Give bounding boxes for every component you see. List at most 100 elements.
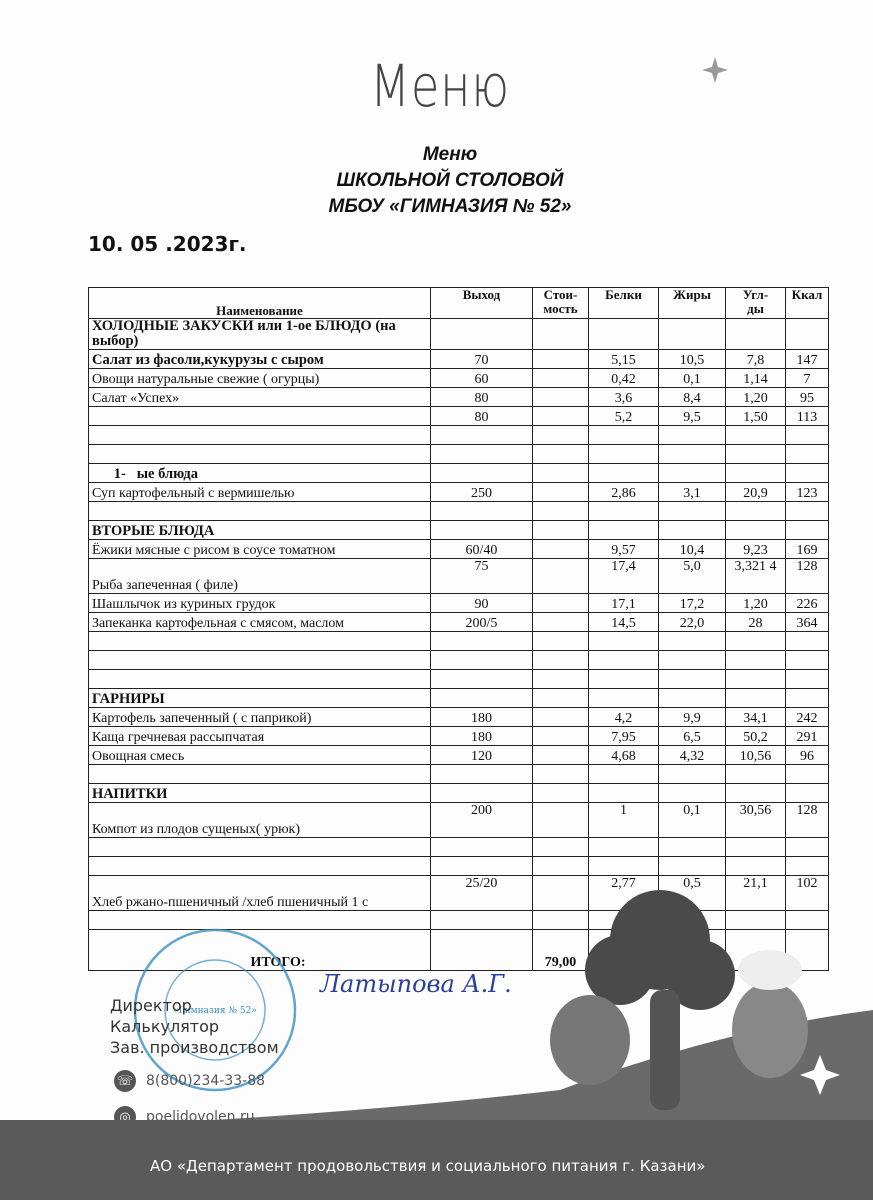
table-row: 80 5,2 9,5 1,50 113 <box>88 406 829 426</box>
table-row: Суп картофельный с вермишелью 250 2,86 3,1 2… <box>88 482 829 502</box>
cell-cost <box>532 688 589 708</box>
table-row <box>88 650 829 670</box>
cell-protein: 17,1 <box>588 593 659 613</box>
official-stamp: «Гимназия № 52» <box>133 928 297 1092</box>
dish-name <box>88 501 431 521</box>
cell-carbs <box>725 837 786 857</box>
column-header: Наименование <box>88 287 431 319</box>
cell-fat: 5,0 <box>658 558 726 594</box>
dish-name <box>88 764 431 784</box>
cell-kcal: 128 <box>785 802 829 838</box>
cell-cost <box>532 856 589 876</box>
cell-carbs: 10,56 <box>725 745 786 765</box>
cell-yield <box>430 425 533 445</box>
signature-block: Директор Калькулятор Зав. производством <box>110 995 279 1058</box>
cell-protein <box>588 856 659 876</box>
cell-yield: 80 <box>430 406 533 426</box>
cell-protein: 5,15 <box>588 349 659 369</box>
cell-protein: 0,42 <box>588 368 659 388</box>
cell-carbs <box>725 688 786 708</box>
cell-yield <box>430 688 533 708</box>
section-row: ХОЛОДНЫЕ ЗАКУСКИ или 1-ое БЛЮДО (на выбо… <box>88 318 829 350</box>
column-header: Ккал <box>785 287 829 319</box>
cell-protein <box>588 764 659 784</box>
handwritten-title: Меню <box>370 52 510 120</box>
cell-cost <box>532 650 589 670</box>
cell-kcal: 7 <box>785 368 829 388</box>
cell-cost <box>532 593 589 613</box>
cell-carbs <box>725 425 786 445</box>
cell-cost <box>532 368 589 388</box>
cell-yield: 70 <box>430 349 533 369</box>
cell-yield <box>430 463 533 483</box>
cell-cost <box>532 318 589 350</box>
cell-protein: 5,2 <box>588 406 659 426</box>
cell-yield <box>430 837 533 857</box>
cell-fat <box>658 856 726 876</box>
cell-protein: 2,86 <box>588 482 659 502</box>
dish-name <box>88 650 431 670</box>
cell-protein <box>588 688 659 708</box>
cell-carbs: 30,56 <box>725 802 786 838</box>
table-row <box>88 631 829 651</box>
cell-yield <box>430 856 533 876</box>
cell-yield: 180 <box>430 726 533 746</box>
cell-yield: 75 <box>430 558 533 594</box>
cell-carbs: 20,9 <box>725 482 786 502</box>
menu-table: Наименование Выход Стои- мость Белки Жиры Угл… <box>88 287 829 971</box>
calculator-label: Калькулятор <box>110 1017 220 1036</box>
cell-fat: 4,32 <box>658 745 726 765</box>
cell-carbs: 1,14 <box>725 368 786 388</box>
cell-yield <box>430 501 533 521</box>
cell-fat: 9,5 <box>658 406 726 426</box>
table-row: Запеканка картофельная с смясом, маслом 2… <box>88 612 829 632</box>
cell-yield <box>430 764 533 784</box>
section-row: Салат из фасоли,кукурузы с сыром 70 5,15 10… <box>88 349 829 369</box>
cell-yield: 120 <box>430 745 533 765</box>
cell-cost <box>532 726 589 746</box>
cell-yield <box>430 669 533 689</box>
table-row: Компот из плодов сущеных( урюк) 200 1 0,1 30… <box>88 802 829 838</box>
table-row: Картофель запеченный ( с паприкой) 180 4,2… <box>88 707 829 727</box>
dish-name: Шашлычок из куриных грудок <box>88 593 431 613</box>
cell-kcal: 147 <box>785 349 829 369</box>
potato-character <box>550 995 630 1085</box>
cell-fat: 9,9 <box>658 707 726 727</box>
cell-carbs: 21,1 <box>725 875 786 911</box>
cell-carbs <box>725 783 786 803</box>
table-row: Каща гречневая рассыпчатая 180 7,95 6,5 50,2… <box>88 726 829 746</box>
cell-cost <box>532 349 589 369</box>
cell-yield: 90 <box>430 593 533 613</box>
cell-carbs: 28 <box>725 612 786 632</box>
cell-cost <box>532 425 589 445</box>
cell-kcal <box>785 669 829 689</box>
cell-kcal: 96 <box>785 745 829 765</box>
cell-cost <box>532 612 589 632</box>
cell-fat <box>658 318 726 350</box>
cell-kcal <box>785 688 829 708</box>
cell-fat: 0,1 <box>658 802 726 838</box>
cell-kcal <box>785 425 829 445</box>
dish-name <box>88 406 431 426</box>
cell-fat <box>658 783 726 803</box>
cell-fat: 6,5 <box>658 726 726 746</box>
section-row: ГАРНИРЫ <box>88 688 829 708</box>
cell-kcal <box>785 520 829 540</box>
table-row: Шашлычок из куриных грудок 90 17,1 17,2 1,20… <box>88 593 829 613</box>
chef-character <box>732 982 808 1078</box>
cell-kcal: 128 <box>785 558 829 594</box>
cell-yield <box>430 650 533 670</box>
cell-yield: 200/5 <box>430 612 533 632</box>
dish-name: Овощи натуральные свежие ( огурцы) <box>88 368 431 388</box>
column-header: Белки <box>588 287 659 319</box>
cell-cost <box>532 764 589 784</box>
cell-fat <box>658 764 726 784</box>
phone-number: 8(800)234-33-88 <box>146 1073 266 1089</box>
cell-carbs: 1,20 <box>725 593 786 613</box>
cell-fat: 22,0 <box>658 612 726 632</box>
cell-carbs <box>725 856 786 876</box>
cell-yield <box>430 520 533 540</box>
phone-icon: ☏ <box>114 1070 136 1092</box>
svg-text:«Гимназия № 52»: «Гимназия № 52» <box>173 1006 257 1016</box>
